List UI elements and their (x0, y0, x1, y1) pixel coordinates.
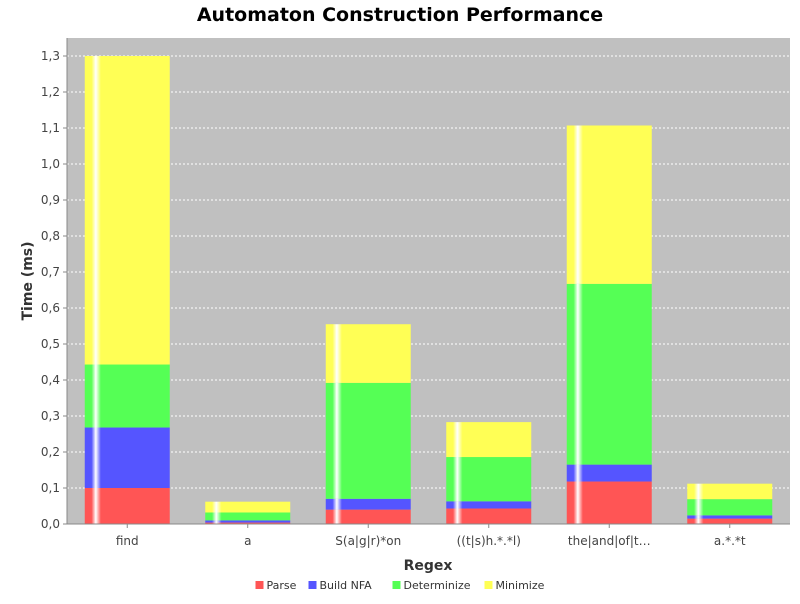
bars (84, 56, 773, 524)
y-tick-label: 0,3 (41, 409, 60, 423)
y-axis-title: Time (ms) (20, 241, 36, 320)
chart-title: Automaton Construction Performance (197, 4, 603, 26)
bar-segment (446, 508, 532, 524)
y-tick-label: 0,6 (41, 301, 60, 315)
x-category-label: a (244, 534, 251, 548)
legend-item: Build NFA (308, 579, 373, 592)
x-category-label: the|and|of|t… (568, 534, 651, 548)
y-tick-label: 0,2 (41, 445, 60, 459)
bar-segment (566, 481, 652, 524)
bar-segment (687, 515, 773, 519)
legend-item: Minimize (484, 579, 545, 592)
y-tick-label: 0,8 (41, 229, 60, 243)
y-tick-label: 0,1 (41, 481, 60, 495)
bar-segment (205, 512, 291, 521)
legend-swatch (484, 581, 493, 589)
gridlines (67, 55, 790, 489)
y-tick-label: 1,2 (41, 85, 60, 99)
bar-segment (446, 457, 532, 502)
legend-item: Determinize (392, 579, 471, 592)
bar-segment (84, 56, 170, 365)
legend-label: Build NFA (320, 579, 373, 592)
legend-swatch (255, 581, 264, 589)
y-tick-label: 0,0 (41, 517, 60, 531)
bar-segment (325, 382, 411, 499)
bar-segment (687, 518, 773, 524)
y-tick-label: 1,0 (41, 157, 60, 171)
bar-segment (566, 125, 652, 284)
legend-label: Minimize (496, 579, 545, 592)
y-tick-label: 0,7 (41, 265, 60, 279)
legend-label: Parse (267, 579, 297, 592)
bar-segment (325, 498, 411, 510)
bar-segment (325, 324, 411, 383)
x-category-label: ((t|s)h.*.*l) (457, 534, 521, 548)
legend-swatch (308, 581, 317, 589)
x-category-label: S(a|g|r)*on (335, 534, 401, 548)
bar-segment (687, 483, 773, 500)
y-tick-label: 0,5 (41, 337, 60, 351)
bar-segment (566, 283, 652, 465)
bar-segment (687, 499, 773, 516)
bar-segment (205, 522, 291, 524)
bar-segment (446, 422, 532, 458)
y-tick-label: 1,1 (41, 121, 60, 135)
x-category-label: a.*.*t (714, 534, 746, 548)
legend-swatch (392, 581, 401, 589)
bar-segment (205, 520, 291, 523)
legend: Parse Build NFA Determinize Minimize (255, 579, 545, 592)
bar-segment (446, 501, 532, 509)
bar-segment (566, 464, 652, 482)
bar-segment (205, 501, 291, 513)
bar-segment (84, 364, 170, 428)
legend-label: Determinize (404, 579, 471, 592)
bar-segment (84, 488, 170, 524)
y-tick-label: 0,4 (41, 373, 60, 387)
legend-item: Parse (255, 579, 297, 592)
y-tick-label: 0,9 (41, 193, 60, 207)
bar-segment (84, 427, 170, 488)
x-category-label: find (116, 534, 139, 548)
x-axis-title: Regex (404, 558, 453, 574)
plot-area (67, 38, 790, 524)
axes: 0,0 0,1 0,2 0,3 0,4 0,5 0,6 0,7 0,8 0,9 1,0 1,1 1,2 1… (41, 38, 790, 548)
y-tick-label: 1,3 (41, 49, 60, 63)
bar-segment (325, 509, 411, 524)
